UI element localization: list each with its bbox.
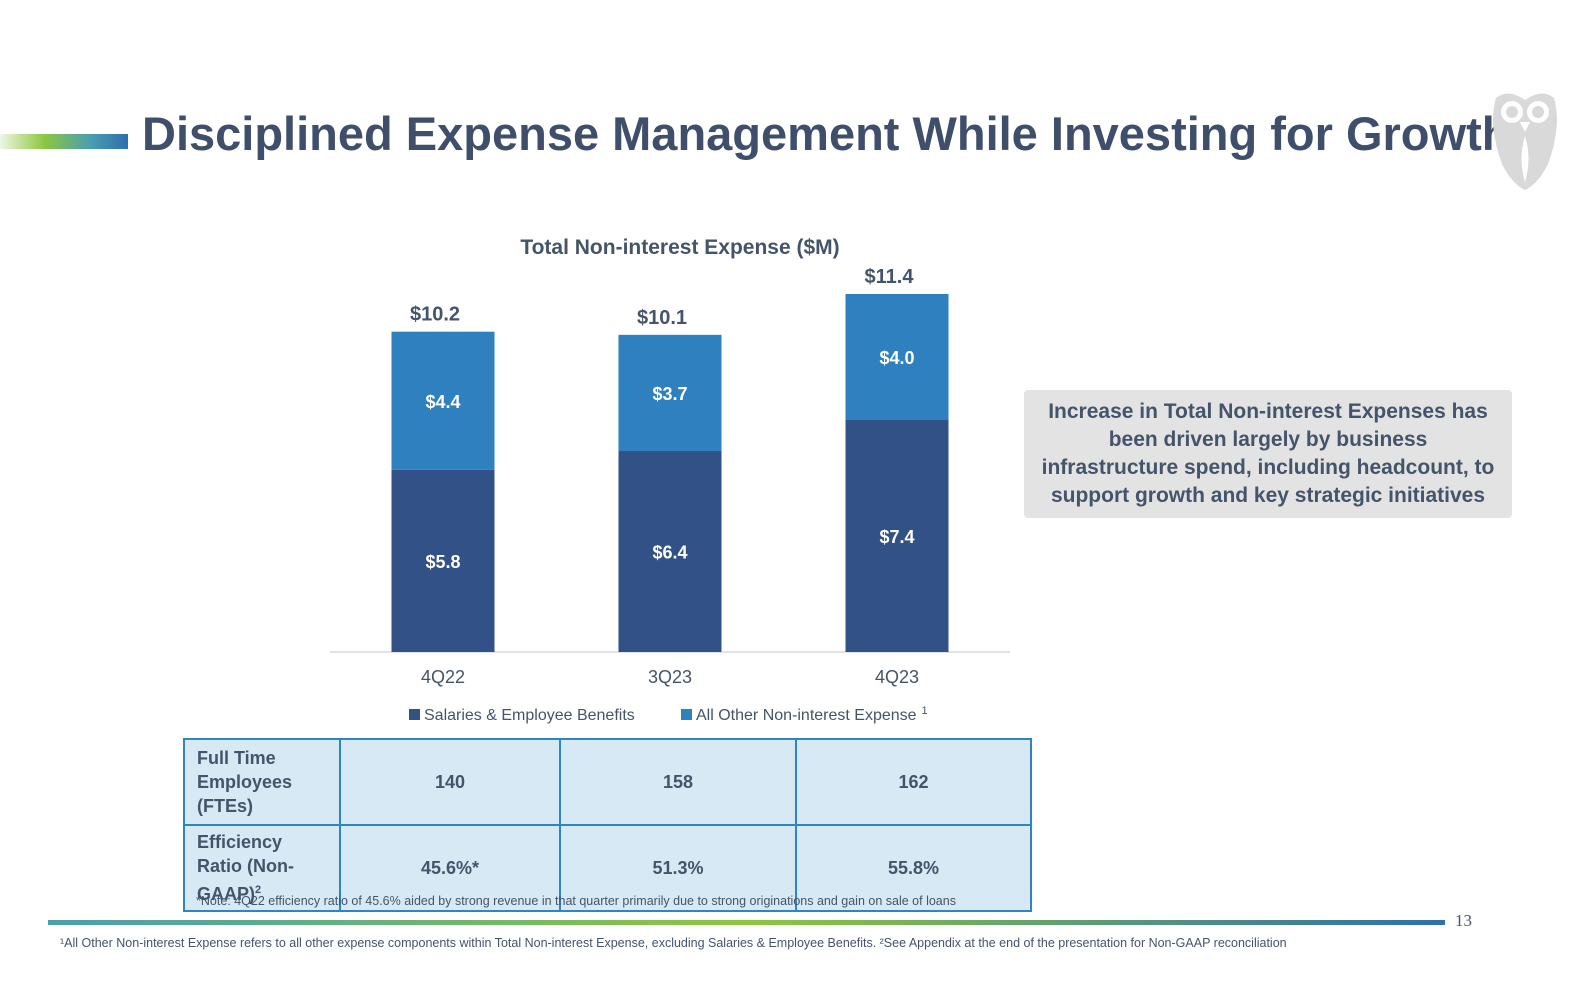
bar-other-4q22 bbox=[391, 331, 495, 470]
legend-footnote-marker: 1 bbox=[922, 705, 928, 717]
cell-eff-4q22: 45.6%* bbox=[339, 824, 561, 912]
legend-swatch-1 bbox=[681, 709, 692, 720]
metrics-table: Full Time Employees (FTEs) 140 158 162 E… bbox=[183, 738, 1032, 912]
chart-legend: Salaries & Employee Benefits All Other No… bbox=[409, 705, 928, 724]
footnote: ¹All Other Non-interest Expense refers t… bbox=[60, 936, 1287, 950]
table-row: Full Time Employees (FTEs) 140 158 162 bbox=[183, 738, 1032, 826]
cell-fte-4q23: 162 bbox=[795, 738, 1032, 826]
page-number: 13 bbox=[1455, 911, 1472, 930]
footnote-marker: 2 bbox=[255, 884, 262, 896]
footer-divider bbox=[48, 920, 1445, 925]
callout-text: Increase in Total Non-interest Expenses … bbox=[1041, 400, 1495, 507]
efficiency-note: *Note: 4Q22 efficiency ratio of 45.6% ai… bbox=[196, 894, 956, 908]
title-accent-bar bbox=[0, 134, 128, 149]
total-label-3q23: $10.1 bbox=[637, 307, 687, 329]
cell-fte-4q22: 140 bbox=[339, 738, 561, 826]
total-label-4q23: $11.4 bbox=[865, 266, 915, 288]
row-label-efficiency: Efficiency Ratio (Non-GAAP)2 bbox=[183, 824, 341, 912]
callout-box: Increase in Total Non-interest Expenses … bbox=[1024, 390, 1512, 518]
owl-logo-icon bbox=[1493, 93, 1557, 190]
bar-salaries-4q23 bbox=[845, 419, 949, 652]
legend-swatch-0 bbox=[409, 709, 420, 720]
bar-value-label: $7.4 bbox=[879, 527, 914, 547]
row-label-fte: Full Time Employees (FTEs) bbox=[183, 738, 341, 826]
legend-entry-0: Salaries & Employee Benefits bbox=[424, 707, 635, 724]
cell-fte-3q23: 158 bbox=[559, 738, 797, 826]
bar-salaries-4q22 bbox=[391, 469, 495, 652]
chart-title: Total Non-interest Expense ($M) bbox=[520, 236, 839, 259]
bar-salaries-3q23 bbox=[618, 451, 722, 652]
legend-entry-1: All Other Non-interest Expense 1 bbox=[696, 705, 928, 724]
total-label-4q22: $10.2 bbox=[410, 304, 460, 326]
bar-value-label: $5.8 bbox=[425, 552, 460, 572]
x-tick-label: 4Q22 bbox=[421, 667, 465, 687]
bar-value-label: $4.0 bbox=[879, 348, 914, 368]
bar-other-3q23 bbox=[618, 334, 722, 452]
x-tick-label: 4Q23 bbox=[875, 667, 919, 687]
bar-other-4q23 bbox=[845, 294, 949, 420]
bar-value-label: $4.4 bbox=[425, 392, 460, 412]
table-row: Efficiency Ratio (Non-GAAP)2 45.6%* 51.3… bbox=[183, 824, 1032, 912]
bars-layer: $5.8 $4.4 $10.2 4Q22 $6.4 $3.7 $10.1 3Q23 $7.4 $4… bbox=[391, 266, 949, 687]
page-title: Disciplined Expense Management While Inv… bbox=[142, 107, 1511, 160]
cell-eff-4q23: 55.8% bbox=[795, 824, 1032, 912]
x-tick-label: 3Q23 bbox=[648, 667, 692, 687]
bar-value-label: $6.4 bbox=[652, 543, 687, 563]
bar-value-label: $3.7 bbox=[652, 384, 687, 404]
cell-eff-3q23: 51.3% bbox=[559, 824, 797, 912]
